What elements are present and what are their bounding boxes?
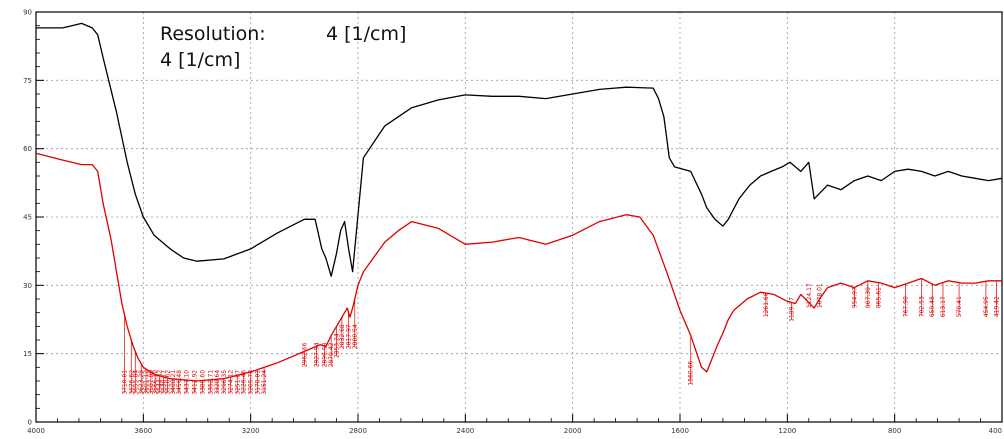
x-tick-label: 2400 (456, 427, 474, 435)
x-tick-label: 2800 (349, 427, 367, 435)
x-tick-label: 2000 (564, 427, 582, 435)
y-tick-label: 60 (23, 145, 32, 153)
peak-label: 2870.42 (328, 342, 335, 367)
peak-label: 3655.84 (132, 370, 139, 395)
peak-label: 613.17 (940, 296, 947, 317)
peak-label: 3178.01 (254, 370, 261, 395)
resolution-value-2: 4 [1/cm] (160, 49, 240, 71)
peak-label: 3456.48 (176, 370, 183, 395)
x-tick-label: 4000 (27, 427, 45, 435)
peak-label: 2962.66 (301, 342, 308, 367)
peak-label: 3151.24 (261, 370, 268, 395)
peak-label: 2832.68 (339, 324, 346, 349)
peak-label: 3352.71 (207, 370, 214, 395)
resolution-value: 4 [1/cm] (326, 23, 406, 45)
peak-label: 3601.12 (143, 370, 150, 395)
peak-label: 3274.12 (227, 370, 234, 395)
peak-label: 3251.87 (234, 370, 241, 395)
peak-label-layer: 3710.01 3676.623655.843623.283601.123587.… (121, 278, 1001, 395)
series-layer (35, 22, 1003, 382)
peak-label: 3676.62 (128, 370, 135, 395)
peak-label: 907.39 (865, 287, 872, 308)
peak-label: 3296.35 (221, 370, 228, 395)
peak-label: 1560.66 (688, 361, 695, 386)
peak-label: 3544.32 (156, 370, 163, 395)
y-tick-label: 0 (28, 419, 32, 427)
peak-label: 3566.10 (152, 370, 159, 395)
peak-label: 2896.58 (322, 342, 329, 367)
peak-label: 1261.66 (763, 292, 770, 317)
peak-label: 3710.01 (121, 370, 128, 395)
y-tick-label: 75 (23, 77, 32, 85)
resolution-label: Resolution: (160, 23, 266, 45)
x-tick-label: 1200 (778, 427, 796, 435)
peak-label: 2927.94 (313, 342, 320, 367)
x-tick-label: 400 (989, 427, 1002, 435)
y-tick-label: 45 (23, 214, 32, 222)
peak-label: 3510.62 (164, 370, 171, 395)
y-tick-label: 15 (23, 350, 32, 358)
peak-label: 3226.46 (241, 370, 248, 395)
peak-label: 2800.54 (352, 324, 359, 349)
peak-label: 3530.77 (160, 370, 167, 395)
y-tick-label: 90 (23, 9, 32, 17)
peak-label: 767.98 (902, 296, 909, 317)
peak-label: 3320.64 (214, 370, 221, 395)
peak-label: 954.97 (851, 287, 858, 308)
x-tick-label: 3200 (242, 427, 260, 435)
spectrum-line-2 (35, 152, 1002, 382)
peak-label: 1124.17 (806, 283, 813, 308)
peak-label: 3587.89 (148, 370, 155, 395)
peak-label: 570.41 (956, 296, 963, 317)
x-tick-label: 1600 (671, 427, 689, 435)
peak-label: 419.42 (994, 296, 1001, 317)
peak-label: 2853.24 (334, 333, 341, 358)
peak-label: 3388.60 (199, 370, 206, 395)
peak-label: 865.61 (876, 287, 883, 308)
peak-label: 454.95 (983, 296, 990, 317)
peak-label: 3437.10 (183, 370, 190, 395)
tick-layer: 0 15 30 45 60 75 90 4000 3600 3200 2800 2400 2000 160… (23, 9, 1003, 435)
y-tick-label: 30 (23, 282, 32, 290)
peak-label: 702.53 (919, 296, 926, 317)
peak-label: 3488.21 (170, 370, 177, 395)
x-tick-label: 800 (888, 427, 901, 435)
peak-label: 3412.92 (191, 370, 198, 395)
spectrum-line-1 (36, 22, 1003, 277)
peak-label: 2817.97 (345, 324, 352, 349)
x-tick-label: 3600 (134, 427, 152, 435)
peak-label: 659.48 (929, 296, 936, 317)
peak-label: 3205.78 (248, 370, 255, 395)
peak-label: 1189.77 (788, 297, 795, 322)
peak-label: 1078.01 (817, 283, 824, 308)
peak-label: 3623.28 (138, 370, 145, 395)
